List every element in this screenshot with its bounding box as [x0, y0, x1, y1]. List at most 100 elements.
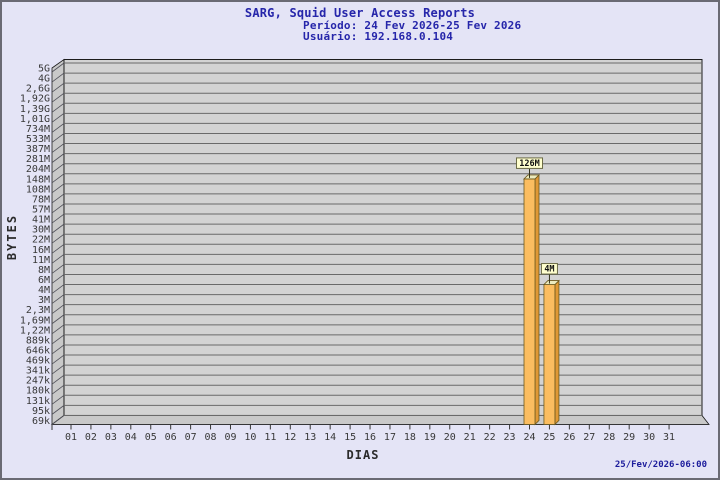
x-tick-label: 17 — [384, 432, 396, 443]
value-label: 4M — [544, 265, 554, 275]
y-tick-label: 2,3M — [26, 305, 50, 316]
y-tick-label: 247k — [26, 376, 50, 387]
y-tick-label: 469k — [26, 356, 50, 367]
y-tick-label: 8M — [38, 265, 50, 276]
y-tick-label: 1,01G — [20, 114, 50, 125]
bar — [523, 178, 536, 425]
y-tick — [51, 173, 65, 184]
y-tick-label: 889k — [26, 335, 50, 346]
y-tick — [51, 62, 65, 73]
x-tick-label: 21 — [464, 432, 476, 443]
x-tick-label: 14 — [324, 432, 336, 443]
y-tick — [51, 233, 65, 244]
y-tick — [51, 394, 65, 405]
x-tick-label: 10 — [244, 432, 256, 443]
y-tick-label: 30M — [32, 225, 50, 236]
y-tick-label: 16M — [32, 245, 50, 256]
value-label: 126M — [519, 159, 539, 169]
x-tick-label: 26 — [563, 432, 575, 443]
bar-side — [534, 173, 540, 426]
y-tick-label: 78M — [32, 194, 50, 205]
y-tick — [51, 72, 65, 83]
y-tick — [51, 123, 65, 133]
y-tick — [51, 314, 65, 325]
x-tick-label: 15 — [344, 432, 356, 443]
y-tick — [51, 133, 65, 143]
y-tick-label: 341k — [26, 366, 50, 377]
report-period: Período: 24 Fev 2026-25 Fev 2026 — [303, 19, 522, 32]
generated-date: 25/Fev/2026-06:00 — [614, 460, 707, 470]
y-tick — [51, 254, 65, 264]
bar-top — [542, 280, 560, 285]
y-tick — [51, 284, 65, 294]
report-user: Usuário: 192.168.0.104 — [303, 30, 454, 43]
y-tick-label: 41M — [32, 215, 50, 226]
y-tick — [51, 354, 65, 365]
y-tick — [51, 143, 65, 153]
y-tick-label: 148M — [26, 174, 50, 185]
x-axis-title: DIAS — [346, 448, 380, 462]
y-tick-label: 4G — [38, 74, 50, 85]
y-tick — [51, 374, 65, 385]
y-tick-label: 5G — [38, 64, 50, 75]
y-tick-label: 3M — [38, 295, 50, 306]
y-tick — [51, 82, 65, 93]
x-tick-label: 28 — [603, 432, 615, 443]
y-tick-label: 1,39G — [20, 104, 50, 115]
y-tick — [51, 223, 65, 234]
x-tick-label: 23 — [504, 432, 516, 443]
bar-top — [523, 174, 540, 180]
x-tick-label: 24 — [523, 432, 535, 443]
x-tick-label: 29 — [623, 432, 635, 443]
plot-area — [63, 59, 703, 416]
y-tick — [51, 304, 65, 314]
x-tick-label: 18 — [404, 432, 416, 443]
y-tick-label: 734M — [26, 124, 50, 135]
y-tick-label: 6M — [38, 275, 50, 286]
x-tick-label: 22 — [484, 432, 496, 443]
y-tick — [51, 102, 65, 113]
x-tick-label: 06 — [165, 432, 177, 443]
y-tick-label: 1,92G — [20, 94, 50, 105]
y-tick — [51, 274, 65, 284]
x-tick-label: 13 — [304, 432, 316, 443]
y-tick — [51, 113, 65, 123]
x-tick-label: 07 — [185, 432, 197, 443]
value-label-box — [540, 263, 558, 275]
x-tick-label: 19 — [424, 432, 436, 443]
x-tick-label: 04 — [125, 432, 137, 443]
x-tick-label: 27 — [583, 432, 595, 443]
y-tick-label: 57M — [32, 204, 50, 215]
y-tick — [51, 294, 65, 304]
y-tick-label: 4M — [38, 285, 50, 296]
x-tick-label: 02 — [85, 432, 97, 443]
x-tick-label: 08 — [205, 432, 217, 443]
y-tick-label: 387M — [26, 144, 50, 155]
y-tick-label: 2,6G — [26, 84, 50, 95]
x-tick-label: 16 — [364, 432, 376, 443]
y-tick — [51, 344, 65, 355]
y-tick — [51, 193, 65, 204]
y-tick-label: 281M — [26, 154, 50, 165]
y-tick-label: 646k — [26, 345, 50, 356]
y-tick-label: 131k — [26, 396, 50, 407]
y-tick-label: 180k — [26, 386, 50, 397]
y-tick-label: 22M — [32, 235, 50, 246]
y-tick-label: 1,69M — [20, 315, 50, 326]
x-tick-label: 03 — [105, 432, 117, 443]
y-tick — [51, 415, 65, 425]
y-tick — [51, 324, 65, 335]
y-tick-label: 95k — [32, 406, 50, 417]
y-tick — [51, 243, 65, 254]
y-tick — [51, 163, 65, 174]
x-tick-label: 20 — [444, 432, 456, 443]
x-tick-label: 05 — [145, 432, 157, 443]
y-tick-label: 11M — [32, 255, 50, 266]
y-tick — [51, 213, 65, 224]
floor — [50, 415, 710, 425]
y-tick — [51, 264, 65, 274]
x-tick-label: 01 — [65, 432, 77, 443]
x-tick-label: 31 — [663, 432, 675, 443]
x-tick-label: 12 — [284, 432, 296, 443]
